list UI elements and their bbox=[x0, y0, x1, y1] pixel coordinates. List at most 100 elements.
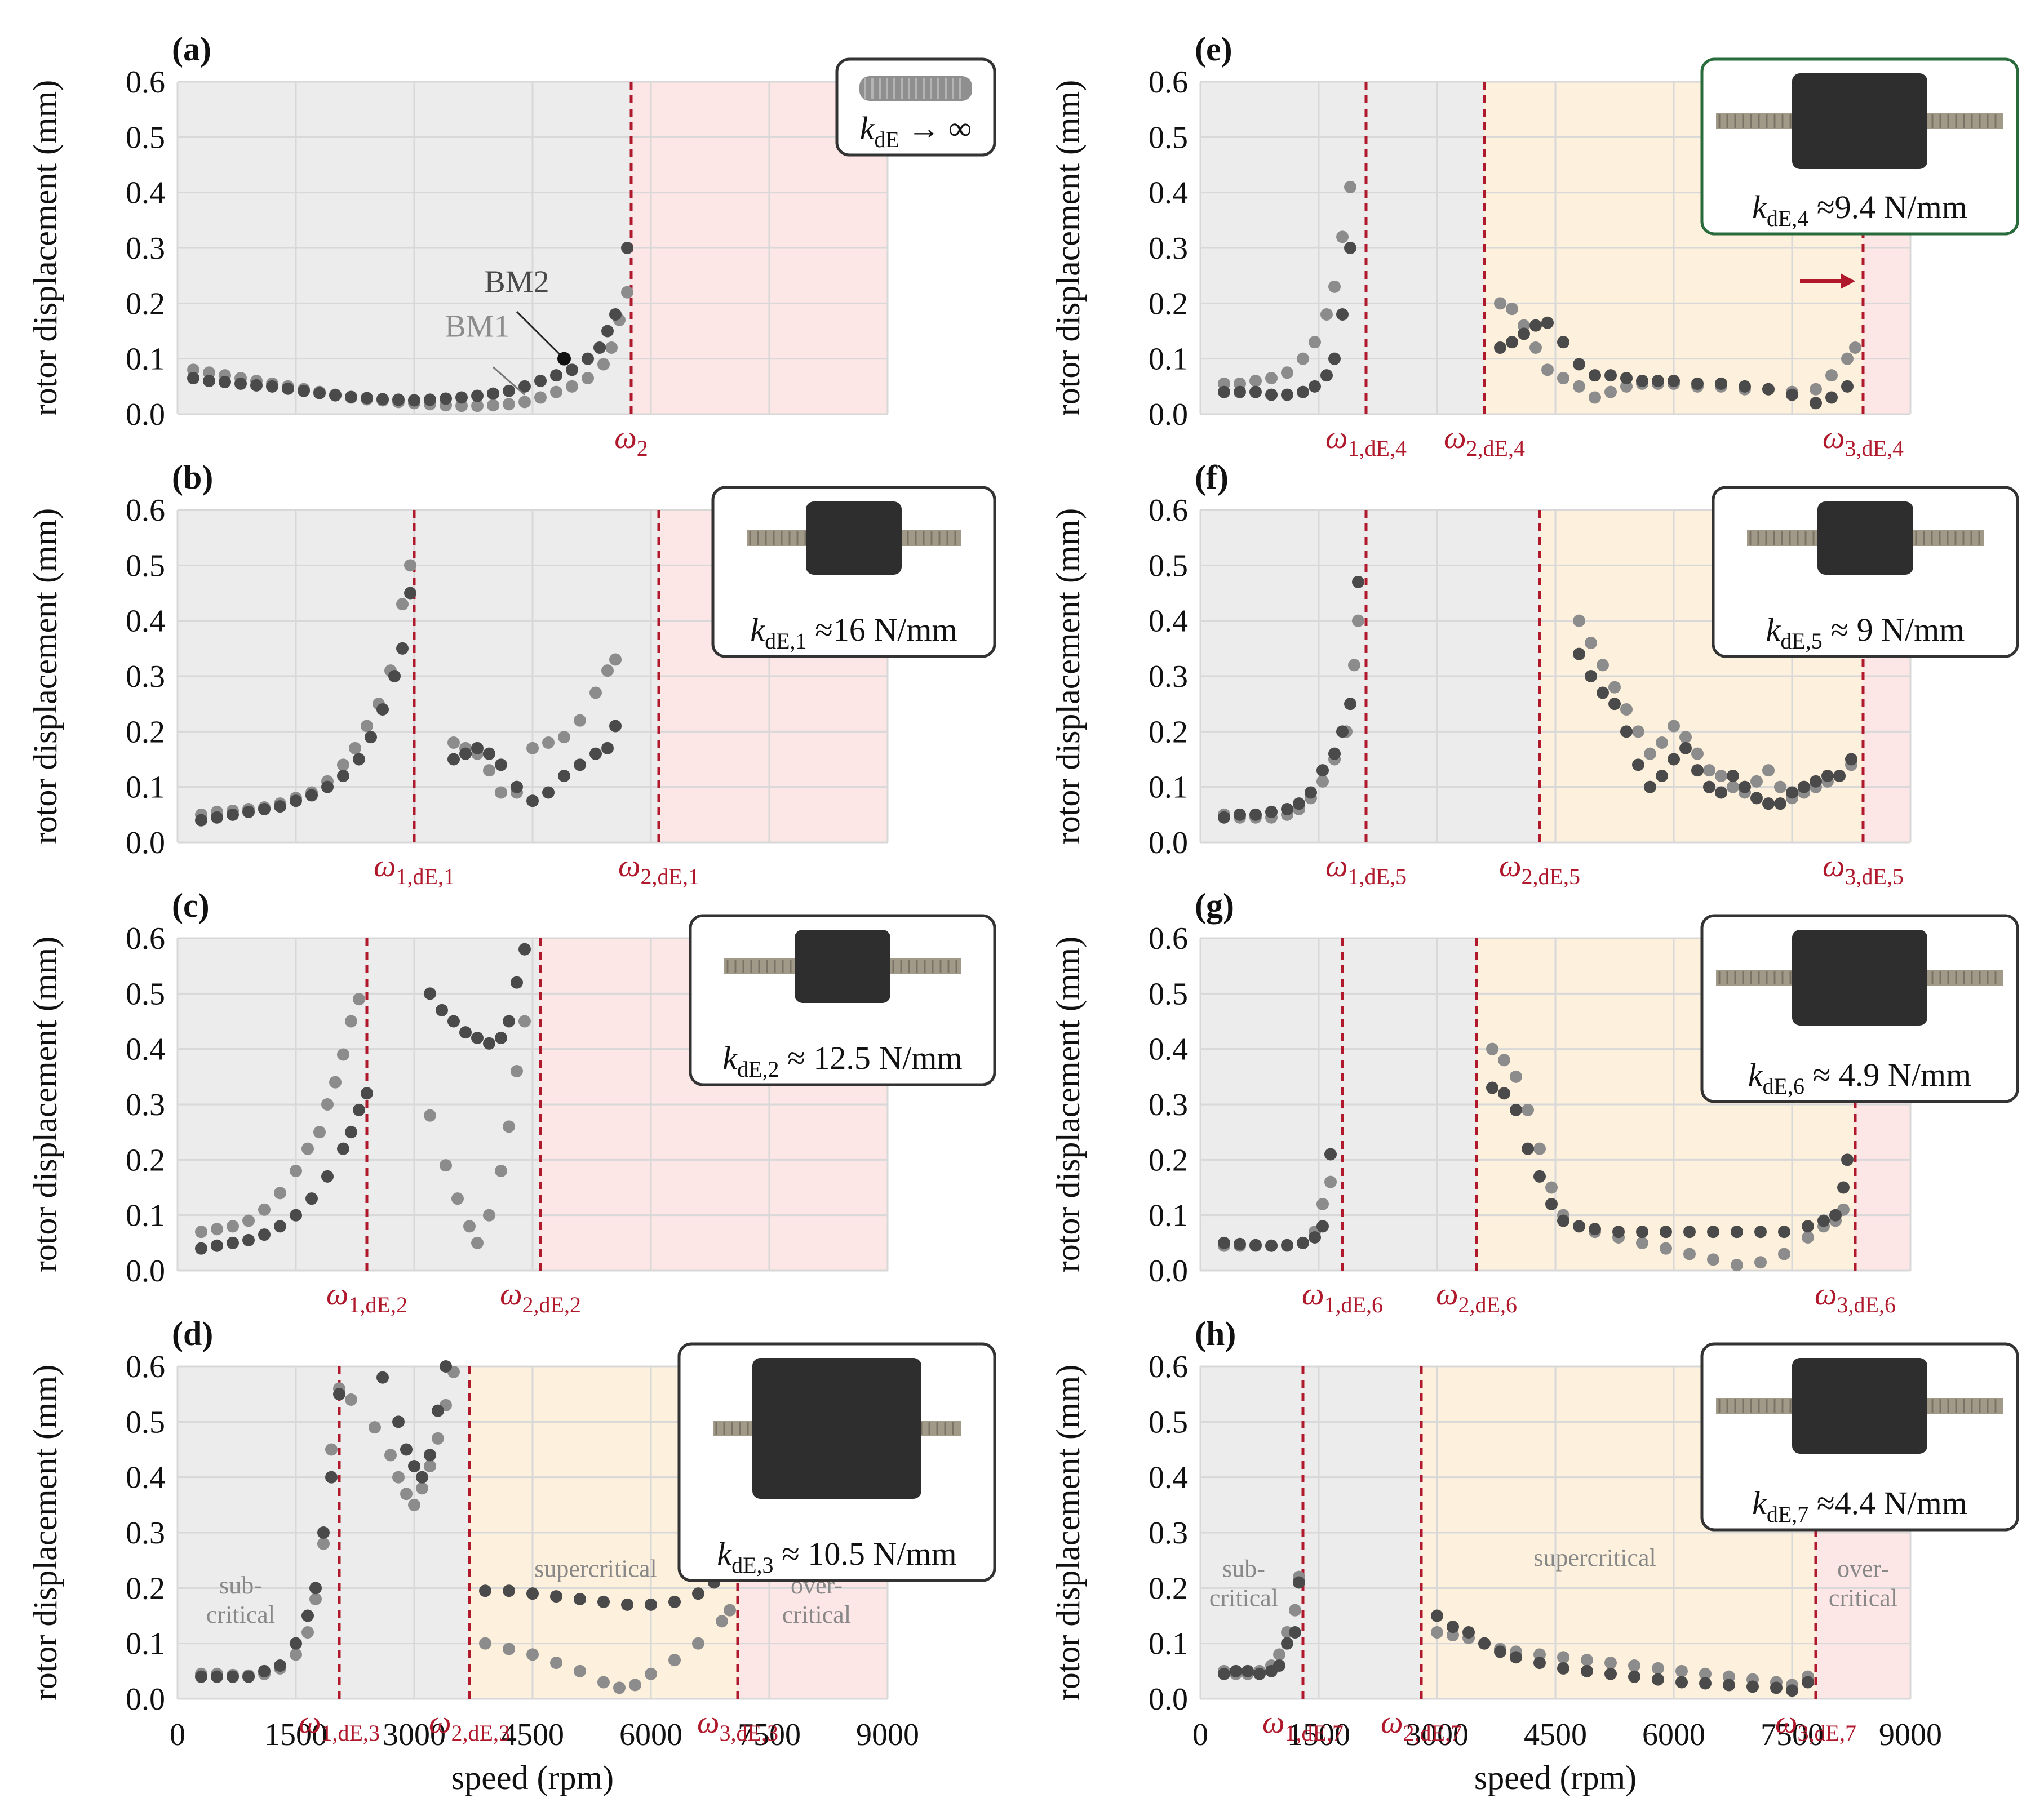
panel-h-ytick: 0.0 bbox=[1149, 1682, 1188, 1717]
panel-h-xtick: 3000 bbox=[1405, 1717, 1469, 1752]
panel-c-bm2-point bbox=[305, 1192, 318, 1205]
panel-a-bm2-point bbox=[376, 393, 389, 406]
panel-c-bm1-point bbox=[424, 1109, 436, 1122]
panel-e-critical-label: ω1,dE,4 bbox=[1325, 420, 1407, 461]
panel-d-bm1-point bbox=[668, 1654, 681, 1667]
panel-c-bm2-point bbox=[337, 1142, 349, 1155]
panel-f-bm2-point bbox=[1328, 747, 1341, 760]
panel-d-xtick: 6000 bbox=[619, 1717, 682, 1752]
panel-d-bm1-point bbox=[597, 1676, 610, 1689]
panel-f-ytick: 0.2 bbox=[1149, 714, 1188, 749]
panel-d-ytick: 0.6 bbox=[126, 1350, 165, 1384]
panel-g-inset-mount-icon bbox=[1792, 930, 1927, 1026]
panel-c-bm2-point bbox=[211, 1239, 223, 1252]
panel-h-xtick: 1500 bbox=[1287, 1717, 1350, 1752]
panel-d-bm2-point bbox=[333, 1388, 345, 1401]
panel-f-bm2-point bbox=[1632, 758, 1644, 771]
panel-h-bm1-point bbox=[1675, 1664, 1688, 1677]
panel-g-bm2-point bbox=[1636, 1226, 1648, 1239]
panel-b-bm2-point bbox=[589, 747, 602, 760]
panel-h-bm2-point bbox=[1628, 1670, 1640, 1683]
panel-b-bm2-point bbox=[388, 670, 401, 682]
panel-b-bm2-point bbox=[274, 800, 286, 813]
panel-h-region-label: supercritical bbox=[1533, 1544, 1656, 1572]
panel-e-bm2-point bbox=[1652, 375, 1664, 387]
panel-h-bm2-point bbox=[1652, 1673, 1664, 1686]
panel-b-bm2-point bbox=[242, 805, 255, 818]
panel-h-region-label: sub-critical bbox=[1209, 1555, 1278, 1612]
panel-b-bm2-point bbox=[483, 747, 495, 760]
panel-a-bm2-point bbox=[609, 308, 622, 321]
panel-h-bm2-point bbox=[1510, 1651, 1522, 1664]
panel-d-bm1-point bbox=[574, 1664, 586, 1677]
panel-e-bm2-point bbox=[1494, 341, 1506, 354]
panel-h-bm2-point bbox=[1253, 1667, 1266, 1680]
panel-a-bm2-point bbox=[313, 387, 326, 399]
panel-e-bm2-point bbox=[1320, 369, 1333, 382]
panel-f-bm2-point bbox=[1234, 808, 1246, 821]
panel-e-bm2-point bbox=[1234, 385, 1246, 398]
panel-e-ytick: 0.3 bbox=[1149, 231, 1188, 266]
panel-e-bm2-point bbox=[1668, 375, 1680, 387]
panel-f-bm2-point bbox=[1750, 792, 1763, 805]
panel-h-xtick: 0 bbox=[1192, 1717, 1208, 1752]
panel-f-bm2-point bbox=[1608, 698, 1621, 711]
panel-e-bm1-point bbox=[1336, 230, 1349, 243]
panel-b-ytick: 0.4 bbox=[126, 604, 165, 639]
panel-c-bm1-point bbox=[440, 1159, 452, 1172]
panel-e-bm2-point bbox=[1557, 336, 1569, 349]
panel-g-bm1-point bbox=[1522, 1103, 1534, 1116]
panel-b-bm2-point bbox=[353, 753, 365, 766]
panel-g-bm1-point bbox=[1533, 1142, 1546, 1155]
panel-e-bm1-point bbox=[1825, 369, 1838, 382]
panel-b-bm2-point bbox=[258, 803, 271, 815]
panel-d-bm1-point bbox=[345, 1393, 357, 1406]
panel-h-bm2-point bbox=[1802, 1676, 1814, 1689]
panel-h-bm1-point bbox=[1652, 1662, 1664, 1675]
panel-f-ytick: 0.3 bbox=[1149, 659, 1188, 694]
panel-g-critical-label: ω1,dE,6 bbox=[1302, 1277, 1383, 1317]
panel-e-bm1-point bbox=[1589, 391, 1601, 404]
panel-d-bm2-point bbox=[574, 1593, 586, 1605]
panel-d-bm2-point bbox=[400, 1443, 413, 1456]
panel-d-region-label: over-critical bbox=[782, 1572, 851, 1628]
panel-c-ytick: 0.2 bbox=[126, 1143, 165, 1178]
panel-a-ytick: 0.4 bbox=[126, 176, 165, 211]
panel-g-bm1-point bbox=[1707, 1253, 1719, 1266]
panel-b-bm2-point bbox=[211, 811, 223, 824]
panel-g-bm1-point bbox=[1778, 1248, 1790, 1260]
panel-e-bm2-point bbox=[1762, 383, 1775, 396]
panel-f-bm1-point bbox=[1750, 775, 1763, 788]
panel-a-bm1-point bbox=[534, 391, 547, 404]
panel-h-bm2-point bbox=[1431, 1609, 1443, 1622]
panel-g-bm1-point bbox=[1802, 1231, 1814, 1244]
panel-f-bm1-point bbox=[1668, 720, 1680, 733]
panel-e-bm2-point bbox=[1636, 375, 1648, 387]
panel-h-region-label: over-critical bbox=[1829, 1555, 1897, 1612]
panel-e-critical-label: ω3,dE,4 bbox=[1823, 420, 1904, 461]
panel-f-bm2-point bbox=[1249, 808, 1262, 821]
panel-c-bm1-point bbox=[337, 1048, 349, 1061]
panel-c-bm1-point bbox=[511, 1065, 523, 1077]
panel-e-bm2-point bbox=[1541, 316, 1554, 329]
panel-a-bm1-point bbox=[597, 358, 610, 371]
panel-f-bm1-point bbox=[1679, 731, 1692, 744]
panel-g-bm1-point bbox=[1731, 1259, 1743, 1272]
panel-a-ylabel: rotor displacement (mm) bbox=[26, 80, 64, 416]
panel-e-bm2-point bbox=[1529, 319, 1542, 332]
panel-a-bm2-point bbox=[203, 375, 215, 387]
panel-f-bm1-point bbox=[1632, 725, 1644, 738]
panel-e-bm2-point bbox=[1825, 391, 1838, 404]
panel-h-ytick: 0.6 bbox=[1149, 1350, 1188, 1384]
panel-a-series-label: BM2 bbox=[484, 265, 549, 300]
panel-f-bm1-point bbox=[1585, 637, 1597, 649]
panel-e-bm2-point bbox=[1309, 380, 1321, 393]
panel-e-ytick: 0.5 bbox=[1149, 120, 1188, 155]
panel-e-bm1-point bbox=[1529, 341, 1542, 354]
panel-d-ytick: 0.3 bbox=[126, 1516, 165, 1551]
panel-a-bm2-point bbox=[518, 380, 531, 393]
panel-e-bm1-point bbox=[1557, 372, 1569, 385]
panel-f-bm1-point bbox=[1597, 659, 1609, 672]
panel-b-ytick: 0.0 bbox=[126, 825, 165, 860]
panel-a-bm2-point bbox=[187, 372, 199, 385]
